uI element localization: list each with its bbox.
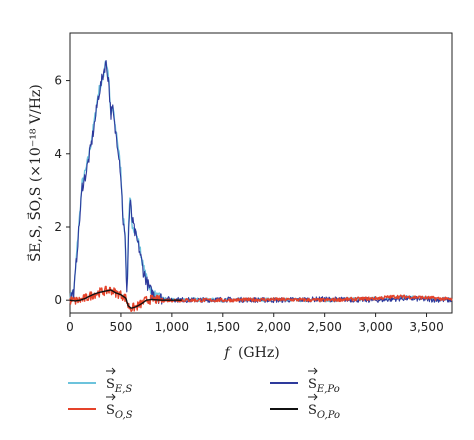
legend-item: SO,S	[68, 393, 133, 421]
series-line-1	[69, 60, 453, 305]
legend: SE,S SE,Po SO,S SO,Po	[68, 367, 340, 421]
x-tick-label: 500	[109, 320, 132, 334]
vector-arrow-icon	[308, 393, 318, 401]
y-axis-label: S⃗E,S, S⃗O,S (×10⁻¹⁸ V/Hz)	[26, 84, 44, 262]
y-tick-label: 2	[54, 220, 62, 234]
y-tick-label: 4	[54, 147, 62, 161]
series-layer	[69, 60, 453, 312]
vector-arrow-icon	[106, 367, 116, 375]
vector-arrow-icon	[308, 367, 318, 375]
x-axis-label-var: f	[223, 345, 232, 361]
legend-label: SE,Po	[308, 377, 340, 395]
vector-arrow-icon	[106, 393, 116, 401]
y-axis-ticks: 0 2 4 6	[54, 74, 70, 307]
series-line-2	[69, 285, 453, 312]
legend-label: SE,S	[106, 377, 132, 395]
x-tick-label: 1,000	[155, 320, 189, 334]
x-axis-label: f (GHz)	[223, 345, 279, 361]
y-tick-label: 6	[54, 74, 62, 88]
x-tick-label: 2,000	[257, 320, 291, 334]
legend-item: SE,Po	[270, 367, 340, 395]
x-axis-label-unit: (GHz)	[238, 345, 280, 361]
legend-item: SE,S	[68, 367, 132, 395]
series-line-3	[69, 289, 182, 309]
plot-frame	[69, 32, 453, 314]
legend-label: SO,S	[106, 403, 133, 421]
y-tick-label: 0	[54, 293, 62, 307]
x-tick-label: 2,500	[307, 320, 341, 334]
x-tick-label: 1,500	[206, 320, 240, 334]
x-tick-label: 0	[66, 320, 74, 334]
x-axis-ticks: 0 500 1,000 1,500 2,000 2,500 3,000 3,500	[66, 313, 444, 334]
legend-label: SO,Po	[308, 403, 340, 421]
legend-item: SO,Po	[270, 393, 340, 421]
x-tick-label: 3,500	[409, 320, 443, 334]
x-tick-label: 3,000	[358, 320, 392, 334]
